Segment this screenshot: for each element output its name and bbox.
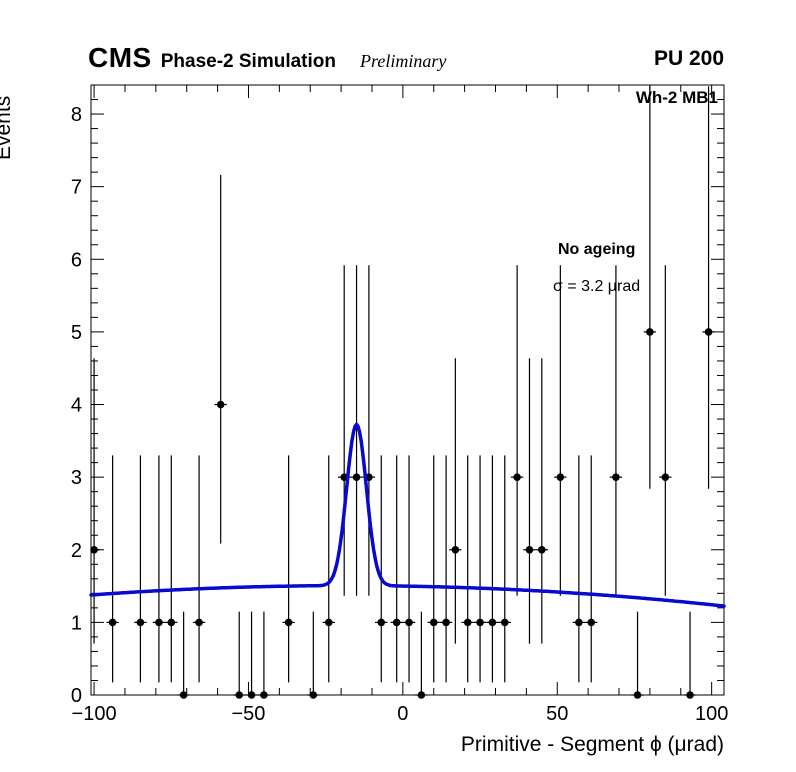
svg-text:3: 3 xyxy=(71,467,82,489)
chamber-label: Wh-2 MB1 xyxy=(635,88,718,107)
svg-text:100: 100 xyxy=(695,703,728,725)
axes xyxy=(90,84,725,696)
y-axis-title: Events xyxy=(0,95,15,160)
svg-text:8: 8 xyxy=(71,104,82,126)
header: CMS Phase-2 Simulation Preliminary xyxy=(88,42,446,74)
resolution-label: σ = 3.2 μrad xyxy=(553,278,641,295)
svg-text:50: 50 xyxy=(546,703,568,725)
svg-text:−100: −100 xyxy=(72,703,117,725)
svg-text:1: 1 xyxy=(71,612,82,634)
svg-text:−50: −50 xyxy=(232,703,266,725)
svg-text:2: 2 xyxy=(71,540,82,562)
svg-text:0: 0 xyxy=(397,703,408,725)
simulation-label: Phase-2 Simulation xyxy=(160,51,337,72)
x-axis-title: Primitive - Segment ϕ (μrad) xyxy=(460,733,724,756)
tick-labels: −100 −50 0 50 100 0 1 2 3 4 5 6 7 8 xyxy=(71,104,728,725)
ageing-scenario-label: No ageing xyxy=(558,241,636,258)
svg-text:7: 7 xyxy=(71,177,82,199)
svg-text:5: 5 xyxy=(71,322,82,344)
preliminary-label: Preliminary xyxy=(360,51,447,71)
pileup-label: PU 200 xyxy=(653,47,724,70)
data-points xyxy=(90,86,715,699)
svg-text:6: 6 xyxy=(71,249,82,271)
svg-text:0: 0 xyxy=(71,685,82,707)
fit-curve xyxy=(89,422,726,608)
svg-text:4: 4 xyxy=(71,395,82,417)
experiment-label: CMS xyxy=(88,42,152,73)
